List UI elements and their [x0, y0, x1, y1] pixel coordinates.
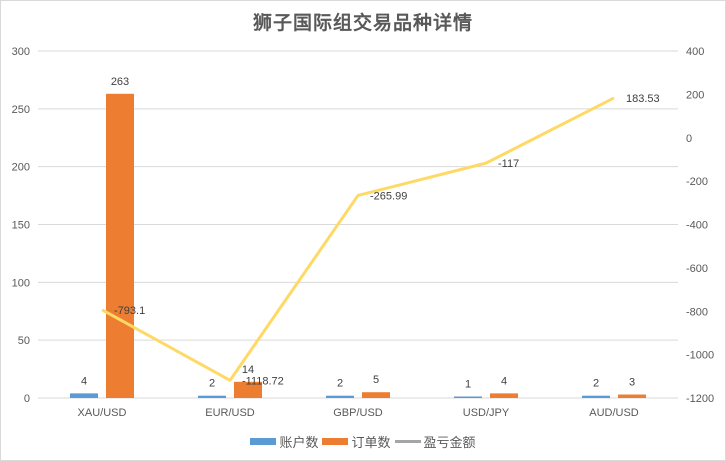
y2-tick-label: -200 [686, 176, 708, 188]
line-value-label: -265.99 [370, 190, 407, 202]
x-tick-label: EUR/USD [205, 407, 255, 419]
bar[interactable] [234, 381, 262, 398]
line-value-label: -117 [498, 158, 519, 170]
y2-tick-label: -800 [686, 306, 708, 318]
bar-value-label: 263 [111, 76, 129, 88]
line-value-label: -793.1 [114, 305, 145, 317]
y2-tick-label: -400 [686, 220, 708, 232]
chart-legend: 账户数 订单数 盈亏金额 [0, 432, 726, 451]
y2-tick-label: -1200 [686, 393, 714, 405]
legend-label-accounts: 账户数 [279, 435, 319, 450]
bar[interactable] [362, 392, 390, 398]
bar-value-label: 5 [373, 374, 379, 386]
bar-series [70, 93, 646, 399]
y2-tick-label: 400 [686, 46, 704, 58]
data-labels: 4 2 2 1 2 263 14 5 4 3 -793.1 -1118.72 -265.99 -117 18… [81, 76, 660, 391]
legend-swatch-profit-loss [394, 440, 421, 443]
bar[interactable] [198, 395, 226, 398]
y-tick-label: 200 [12, 162, 30, 174]
bar[interactable] [454, 396, 482, 399]
x-tick-label: GBP/USD [333, 407, 383, 419]
bar-value-label: 3 [629, 377, 635, 389]
bar-value-label: 2 [209, 378, 215, 390]
bar-value-label: 4 [81, 375, 87, 387]
y2-tick-label: -600 [686, 263, 708, 275]
bar-value-label: 2 [337, 378, 343, 390]
y2-tick-label: 200 [686, 89, 704, 101]
legend-label-profit-loss: 盈亏金额 [423, 435, 476, 450]
y-axis-left: 300 250 200 150 100 50 0 [12, 46, 30, 405]
bar[interactable] [106, 93, 134, 399]
y-tick-label: 150 [12, 220, 30, 232]
legend-item-accounts[interactable]: 账户数 [250, 432, 318, 451]
bar[interactable] [618, 394, 646, 398]
x-axis: XAU/USD EUR/USD GBP/USD USD/JPY AUD/USD [78, 407, 639, 419]
bar[interactable] [582, 395, 610, 398]
bar-value-label: 14 [242, 364, 254, 376]
y-tick-label: 100 [12, 277, 30, 289]
y-tick-label: 50 [18, 335, 30, 347]
chart-title: 狮子国际组交易品种详情 [252, 12, 473, 34]
y-tick-label: 0 [24, 393, 30, 405]
y2-tick-label: -1000 [686, 350, 714, 362]
legend-label-orders: 订单数 [351, 435, 391, 450]
bar[interactable] [70, 393, 98, 398]
gridlines [38, 50, 678, 399]
y-tick-label: 300 [12, 46, 30, 58]
line-series [101, 96, 615, 382]
bar-value-label: 2 [593, 378, 599, 390]
legend-swatch-orders [322, 438, 349, 445]
bar-value-label: 4 [501, 375, 507, 387]
legend-swatch-accounts [250, 438, 277, 445]
y2-tick-label: 0 [686, 133, 692, 145]
bar-value-label: 1 [465, 379, 471, 391]
y-tick-label: 250 [12, 104, 30, 116]
line-value-label: 183.53 [626, 93, 660, 105]
line-value-label: -1118.72 [242, 375, 284, 387]
y-axis-right: 400 200 0 -200 -400 -600 -800 -1000 -1200 [686, 46, 714, 405]
legend-item-profit-loss[interactable]: 盈亏金额 [394, 432, 476, 451]
bar[interactable] [326, 395, 354, 398]
bar[interactable] [490, 393, 518, 398]
x-tick-label: XAU/USD [78, 407, 127, 419]
x-tick-label: AUD/USD [589, 407, 639, 419]
legend-item-orders[interactable]: 订单数 [322, 432, 391, 451]
profit-loss-line[interactable] [101, 96, 615, 382]
x-tick-label: USD/JPY [463, 407, 510, 419]
